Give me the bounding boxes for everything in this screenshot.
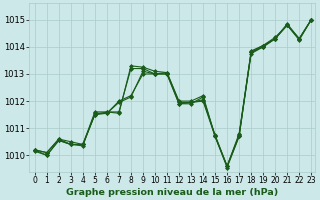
X-axis label: Graphe pression niveau de la mer (hPa): Graphe pression niveau de la mer (hPa): [66, 188, 278, 197]
